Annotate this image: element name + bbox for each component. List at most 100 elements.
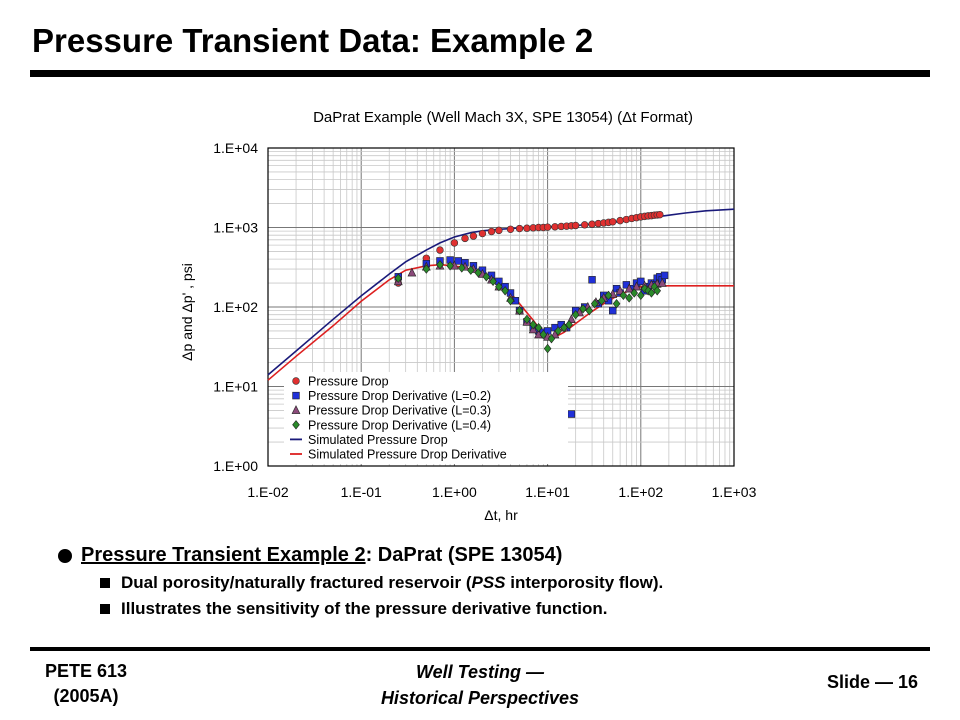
legend-marker-swatch bbox=[292, 377, 300, 385]
x-tick-label: 1.E+01 bbox=[525, 484, 570, 500]
y-tick-label: 1.E+02 bbox=[213, 299, 258, 315]
data-point bbox=[615, 285, 625, 295]
bullet-sub-1-part2: interporosity flow). bbox=[505, 573, 664, 592]
data-point bbox=[461, 234, 469, 243]
data-point bbox=[489, 276, 497, 287]
data-point bbox=[515, 305, 524, 316]
data-point bbox=[632, 281, 641, 291]
data-point bbox=[467, 265, 475, 275]
data-point bbox=[543, 223, 552, 231]
bullet-list: Pressure Transient Example 2: DaPrat (SP… bbox=[58, 544, 938, 619]
data-point bbox=[590, 299, 599, 309]
data-point bbox=[571, 310, 580, 320]
data-point bbox=[637, 277, 645, 286]
data-point bbox=[506, 225, 515, 233]
data-point bbox=[565, 319, 573, 330]
data-point bbox=[482, 272, 491, 282]
chart-title: DaPrat Example (Well Mach 3X, SPE 13054)… bbox=[313, 109, 693, 126]
x-tick-label: 1.E+00 bbox=[432, 484, 477, 500]
data-point bbox=[478, 229, 487, 238]
data-point bbox=[446, 261, 454, 271]
data-point bbox=[506, 296, 515, 306]
data-point bbox=[407, 267, 417, 277]
data-point bbox=[616, 216, 624, 225]
footer-topic-line1: Well Testing — bbox=[415, 662, 544, 682]
data-point bbox=[612, 299, 621, 309]
data-point bbox=[543, 343, 552, 354]
y-tick-label: 1.E+03 bbox=[213, 220, 258, 236]
data-point bbox=[657, 277, 667, 287]
data-point bbox=[579, 304, 587, 314]
data-point bbox=[534, 322, 543, 333]
data-point bbox=[580, 221, 589, 229]
data-point bbox=[523, 224, 531, 232]
y-tick-label: 1.E+01 bbox=[213, 379, 258, 395]
data-point bbox=[436, 246, 444, 254]
footer-slide-number: Slide — 16 bbox=[826, 672, 918, 692]
footer-topic: Well Testing — Historical Perspectives bbox=[330, 659, 630, 711]
data-point bbox=[585, 305, 594, 316]
footer-topic-line2: Historical Perspectives bbox=[380, 688, 580, 708]
data-point bbox=[495, 226, 503, 235]
data-point bbox=[624, 283, 634, 293]
data-point bbox=[637, 290, 645, 301]
data-point bbox=[501, 286, 509, 296]
data-point bbox=[588, 220, 596, 228]
data-point bbox=[554, 326, 563, 336]
data-point bbox=[436, 260, 444, 270]
legend-entry-label: Pressure Drop Derivative (L=0.3) bbox=[308, 404, 491, 418]
bullet-sub-2-part1: Illustrates the sensitivity of the press… bbox=[121, 599, 608, 618]
footer-course-code: PETE 613 bbox=[44, 661, 128, 681]
y-tick-label: 1.E+04 bbox=[213, 140, 258, 156]
data-point bbox=[660, 271, 669, 280]
bullet-sub-2-text: Illustrates the sensitivity of the press… bbox=[121, 599, 608, 619]
x-tick-label: 1.E-02 bbox=[247, 484, 288, 500]
data-point bbox=[551, 223, 559, 231]
legend-entry-label: Simulated Pressure Drop Derivative bbox=[308, 448, 507, 462]
legend-entry-label: Simulated Pressure Drop bbox=[308, 433, 448, 447]
data-point bbox=[604, 290, 613, 301]
x-tick-label: 1.E+02 bbox=[618, 484, 663, 500]
legend-marker-swatch bbox=[292, 391, 300, 400]
data-point bbox=[495, 282, 503, 292]
bullet-square-icon bbox=[100, 604, 110, 614]
legend-entry-label: Pressure Drop Derivative (L=0.2) bbox=[308, 389, 491, 403]
legend-marker-swatch bbox=[292, 420, 300, 430]
data-point bbox=[560, 322, 568, 333]
data-point bbox=[656, 210, 664, 219]
data-point bbox=[539, 329, 548, 340]
plot-frame bbox=[267, 147, 735, 467]
footer-course-term: (2005A) bbox=[53, 686, 119, 706]
legend-marker-swatch bbox=[291, 405, 301, 414]
bullet-sub-1-text: Dual porosity/naturally fractured reserv… bbox=[121, 573, 663, 593]
legend-box bbox=[284, 372, 568, 464]
data-point bbox=[630, 288, 639, 298]
y-axis-label: Δp and Δp' , psi bbox=[179, 263, 195, 361]
bullet-sub-1-part1: Dual porosity/naturally fractured reserv… bbox=[121, 573, 472, 592]
data-point bbox=[609, 306, 617, 315]
tick-labels: 1.E-02 1.E-01 1.E+00 1.E+01 1.E+02 1.E+03 1.E+… bbox=[213, 140, 756, 500]
series-line bbox=[267, 208, 735, 376]
y-tick-label: 1.E+00 bbox=[213, 458, 258, 474]
data-point bbox=[567, 410, 576, 418]
footer-rule bbox=[30, 647, 930, 651]
data-point bbox=[474, 268, 482, 278]
data-point bbox=[422, 264, 431, 274]
data-point bbox=[529, 319, 537, 330]
slide-title: Pressure Transient Data: Example 2 bbox=[32, 22, 594, 59]
data-point bbox=[469, 232, 478, 240]
bullet-sub-2: Illustrates the sensitivity of the press… bbox=[100, 599, 938, 619]
data-point bbox=[487, 227, 496, 236]
data-point bbox=[457, 263, 466, 273]
data-point bbox=[571, 221, 580, 230]
data-point bbox=[625, 293, 633, 303]
footer-course: PETE 613 (2005A) bbox=[32, 659, 140, 709]
data-point bbox=[653, 286, 661, 296]
x-tick-label: 1.E+03 bbox=[712, 484, 757, 500]
data-point bbox=[588, 276, 596, 284]
title-rule bbox=[30, 70, 930, 77]
data-point bbox=[515, 224, 524, 233]
data-point bbox=[547, 333, 556, 344]
bullet-main: Pressure Transient Example 2: DaPrat (SP… bbox=[58, 544, 938, 567]
x-tick-label: 1.E-01 bbox=[341, 484, 382, 500]
